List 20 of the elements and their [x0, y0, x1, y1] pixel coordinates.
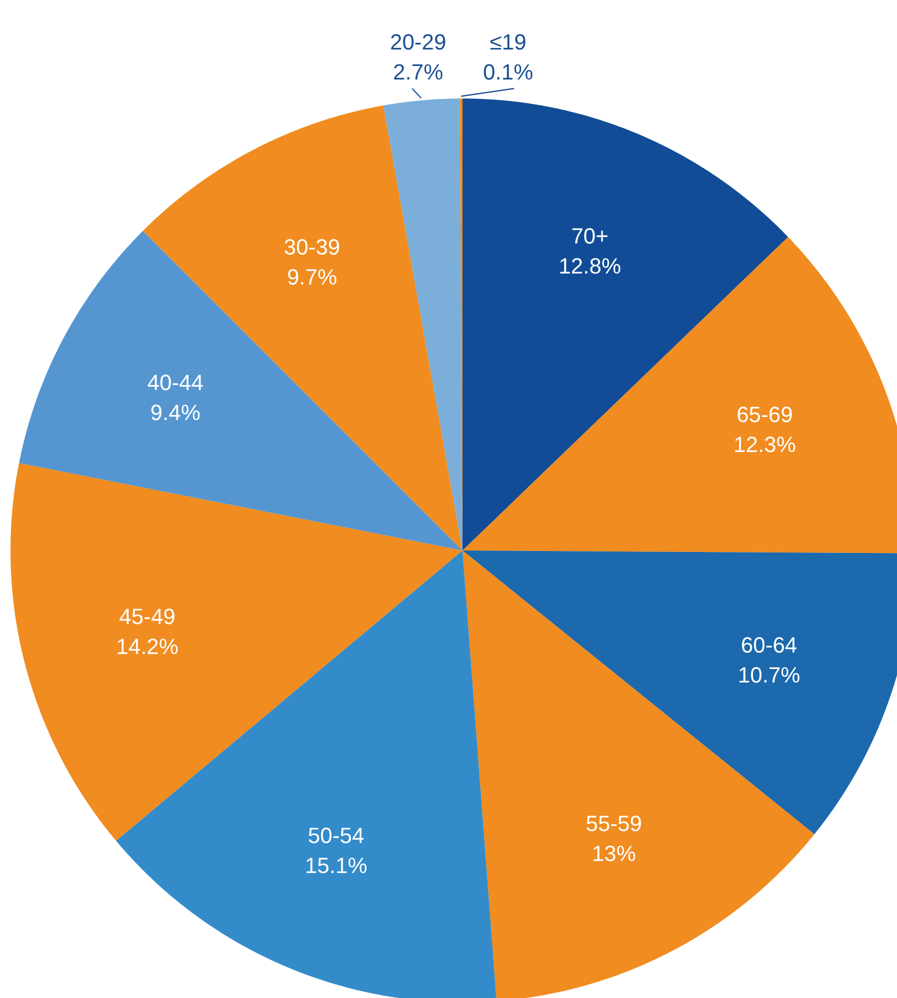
- data-label: 10.7%: [738, 662, 800, 688]
- data-label: 13%: [592, 841, 636, 866]
- slice-label: 55-59: [586, 811, 642, 836]
- data-label: 15.1%: [304, 852, 368, 878]
- data-label: 14.2%: [116, 634, 178, 659]
- data-label: 0.1%: [483, 60, 534, 84]
- data-label: 12.8%: [558, 254, 622, 279]
- slice-label: 50-54: [308, 822, 364, 848]
- slice-label: 45-49: [119, 604, 176, 629]
- data-label: 9.4%: [150, 400, 200, 425]
- slice-label: 60-64: [740, 632, 798, 658]
- slice-label: ≤19: [490, 30, 526, 54]
- slice-label: 20-29: [390, 30, 446, 54]
- slice-label: 65-69: [736, 402, 793, 428]
- data-label: 9.7%: [286, 264, 338, 290]
- data-label: 2.7%: [393, 60, 444, 84]
- slice-label: 40-44: [147, 370, 204, 395]
- data-label: 12.3%: [734, 432, 796, 458]
- slice-label: 70+: [571, 224, 609, 249]
- slice-label: 30-39: [284, 234, 340, 260]
